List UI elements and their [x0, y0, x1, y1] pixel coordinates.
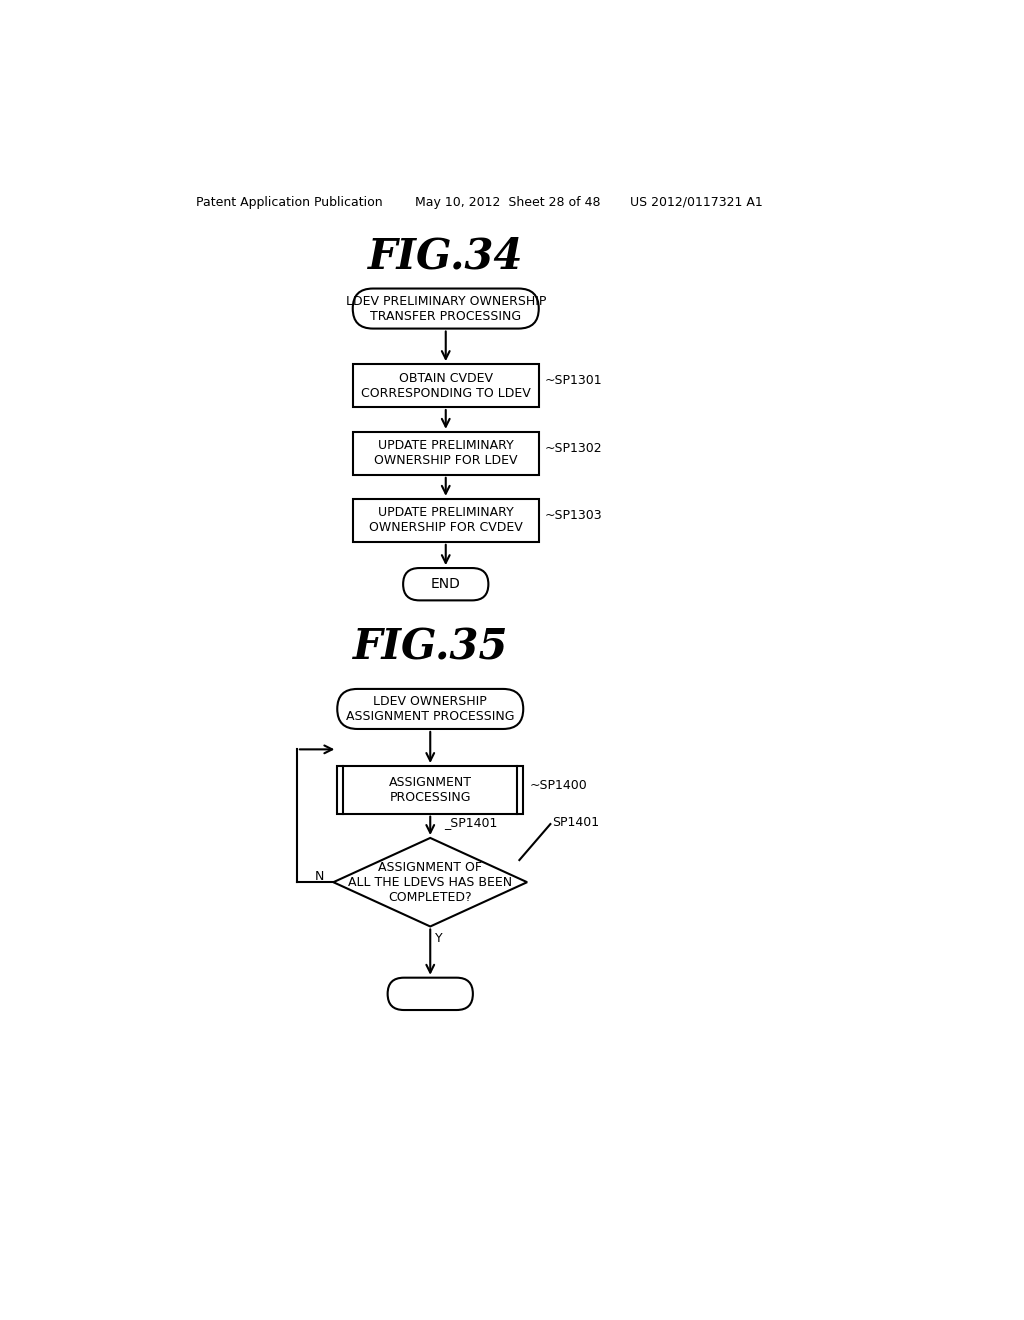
Text: UPDATE PRELIMINARY
OWNERSHIP FOR CVDEV: UPDATE PRELIMINARY OWNERSHIP FOR CVDEV	[369, 507, 522, 535]
Text: UPDATE PRELIMINARY
OWNERSHIP FOR LDEV: UPDATE PRELIMINARY OWNERSHIP FOR LDEV	[374, 440, 517, 467]
Text: SP1401: SP1401	[552, 816, 599, 829]
Text: ~SP1400: ~SP1400	[529, 779, 587, 792]
FancyBboxPatch shape	[337, 689, 523, 729]
Text: ASSIGNMENT
PROCESSING: ASSIGNMENT PROCESSING	[389, 776, 472, 804]
Text: Y: Y	[435, 932, 442, 945]
FancyBboxPatch shape	[388, 978, 473, 1010]
Bar	[337, 766, 523, 813]
Text: ~SP1302: ~SP1302	[545, 442, 602, 455]
Text: May 10, 2012  Sheet 28 of 48: May 10, 2012 Sheet 28 of 48	[415, 195, 600, 209]
Text: FIG.34: FIG.34	[368, 236, 523, 279]
Text: ~SP1301: ~SP1301	[545, 375, 602, 388]
Bar	[352, 499, 539, 543]
Text: N: N	[314, 870, 325, 883]
Text: FIG.35: FIG.35	[352, 627, 508, 668]
FancyBboxPatch shape	[352, 289, 539, 329]
Text: Patent Application Publication: Patent Application Publication	[197, 195, 383, 209]
FancyBboxPatch shape	[403, 568, 488, 601]
Text: _SP1401: _SP1401	[444, 816, 498, 829]
Bar	[352, 364, 539, 407]
Bar	[352, 432, 539, 475]
Text: OBTAIN CVDEV
CORRESPONDING TO LDEV: OBTAIN CVDEV CORRESPONDING TO LDEV	[360, 371, 530, 400]
Text: LDEV OWNERSHIP
ASSIGNMENT PROCESSING: LDEV OWNERSHIP ASSIGNMENT PROCESSING	[346, 694, 514, 723]
Text: ASSIGNMENT OF
ALL THE LDEVS HAS BEEN
COMPLETED?: ASSIGNMENT OF ALL THE LDEVS HAS BEEN COM…	[348, 861, 512, 904]
Text: LDEV PRELIMINARY OWNERSHIP
TRANSFER PROCESSING: LDEV PRELIMINARY OWNERSHIP TRANSFER PROC…	[345, 294, 546, 322]
Text: US 2012/0117321 A1: US 2012/0117321 A1	[630, 195, 763, 209]
Text: ~SP1303: ~SP1303	[545, 510, 602, 523]
Polygon shape	[334, 838, 527, 927]
Text: END: END	[431, 577, 461, 591]
